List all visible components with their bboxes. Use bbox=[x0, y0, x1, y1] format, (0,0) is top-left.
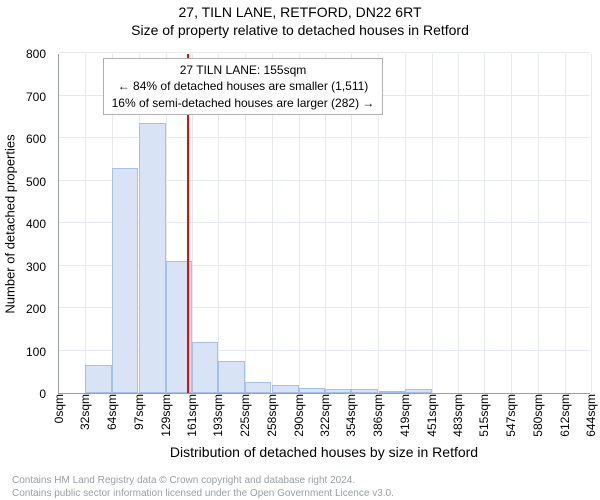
annotation-line-3: 16% of semi-detached houses are larger (… bbox=[112, 95, 375, 111]
x-gridline bbox=[405, 54, 406, 393]
histogram-bar bbox=[112, 168, 138, 393]
x-tick-label: 161sqm bbox=[183, 394, 199, 437]
x-tick-label: 612sqm bbox=[556, 394, 572, 437]
y-tick-label: 800 bbox=[26, 47, 52, 61]
x-gridline bbox=[85, 54, 86, 393]
y-tick-label: 600 bbox=[26, 132, 52, 146]
histogram-bar bbox=[325, 389, 351, 393]
histogram-bar bbox=[299, 388, 325, 393]
x-tick-label: 547sqm bbox=[502, 394, 518, 437]
subtitle: Size of property relative to detached ho… bbox=[0, 22, 600, 38]
histogram-bar bbox=[85, 365, 111, 393]
histogram-bar bbox=[139, 123, 165, 393]
y-gridline bbox=[59, 52, 590, 53]
x-gridline bbox=[458, 54, 459, 393]
histogram-bar bbox=[405, 389, 431, 393]
x-tick-label: 290sqm bbox=[290, 394, 306, 437]
annotation-box: 27 TILN LANE: 155sqm ← 84% of detached h… bbox=[103, 58, 384, 115]
x-tick-label: 64sqm bbox=[103, 394, 119, 430]
x-gridline bbox=[432, 54, 433, 393]
histogram-bar bbox=[379, 391, 405, 393]
x-gridline bbox=[538, 54, 539, 393]
x-axis-label: Distribution of detached houses by size … bbox=[58, 444, 590, 460]
y-tick-label: 500 bbox=[26, 175, 52, 189]
y-axis-label: Number of detached properties bbox=[3, 134, 18, 313]
x-tick-label: 354sqm bbox=[342, 394, 358, 437]
footer-line-1: Contains HM Land Registry data © Crown c… bbox=[12, 475, 394, 488]
x-tick-label: 644sqm bbox=[582, 394, 598, 437]
histogram-bar bbox=[272, 385, 298, 394]
x-gridline bbox=[591, 54, 592, 393]
x-tick-label: 386sqm bbox=[369, 394, 385, 437]
x-tick-label: 451sqm bbox=[423, 394, 439, 437]
x-tick-label: 258sqm bbox=[263, 394, 279, 437]
page-title: 27, TILN LANE, RETFORD, DN22 6RT bbox=[0, 4, 600, 20]
x-tick-label: 515sqm bbox=[475, 394, 491, 437]
x-tick-label: 193sqm bbox=[209, 394, 225, 437]
annotation-line-2: ← 84% of detached houses are smaller (1,… bbox=[112, 78, 375, 94]
x-tick-label: 225sqm bbox=[236, 394, 252, 437]
histogram-bar bbox=[218, 361, 244, 393]
histogram-bar bbox=[351, 389, 377, 393]
x-tick-label: 580sqm bbox=[529, 394, 545, 437]
y-tick-label: 100 bbox=[26, 345, 52, 359]
x-tick-label: 483sqm bbox=[449, 394, 465, 437]
x-tick-label: 32sqm bbox=[76, 394, 92, 430]
x-tick-label: 0sqm bbox=[50, 394, 66, 423]
x-gridline bbox=[565, 54, 566, 393]
x-tick-label: 97sqm bbox=[130, 394, 146, 430]
footer: Contains HM Land Registry data © Crown c… bbox=[12, 475, 394, 500]
y-tick-label: 300 bbox=[26, 260, 52, 274]
y-tick-label: 400 bbox=[26, 217, 52, 231]
histogram-bar bbox=[245, 382, 271, 393]
histogram-bar bbox=[192, 342, 218, 393]
x-gridline bbox=[484, 54, 485, 393]
x-tick-label: 322sqm bbox=[316, 394, 332, 437]
chart-container: 27, TILN LANE, RETFORD, DN22 6RT Size of… bbox=[0, 4, 600, 500]
footer-line-2: Contains public sector information licen… bbox=[12, 488, 394, 500]
x-gridline bbox=[511, 54, 512, 393]
x-tick-label: 419sqm bbox=[396, 394, 412, 437]
y-tick-label: 700 bbox=[26, 90, 52, 104]
y-tick-label: 200 bbox=[26, 302, 52, 316]
x-tick-label: 129sqm bbox=[157, 394, 173, 437]
annotation-line-1: 27 TILN LANE: 155sqm bbox=[112, 62, 375, 78]
chart-area: Number of detached properties Distributi… bbox=[58, 54, 590, 394]
